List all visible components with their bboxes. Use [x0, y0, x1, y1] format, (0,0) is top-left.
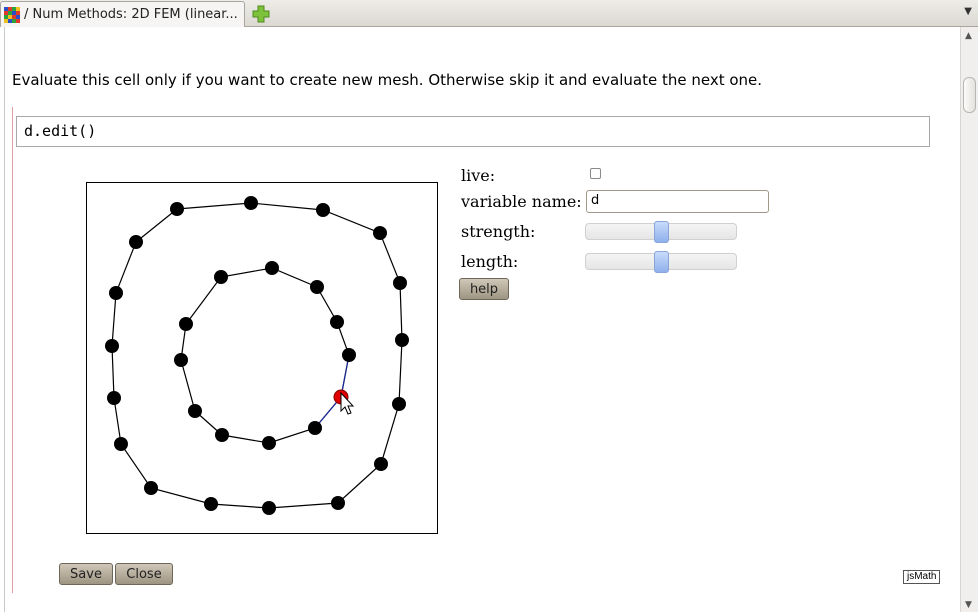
length-label: length: [461, 252, 519, 271]
length-slider[interactable] [585, 251, 737, 273]
strength-slider-thumb[interactable] [654, 221, 669, 243]
scroll-up-icon[interactable]: ▲ [965, 31, 972, 41]
chevron-down-icon[interactable]: ▼ [964, 6, 972, 17]
vertical-scrollbar[interactable]: ▲ ▼ [960, 27, 978, 612]
code-input[interactable]: d.edit() [16, 116, 930, 147]
tab-title: / Num Methods: 2D FEM (linear... [24, 7, 238, 22]
page-border [4, 27, 5, 612]
live-checkbox[interactable] [590, 168, 601, 179]
variable-name-label: variable name: [461, 192, 582, 211]
strength-slider[interactable] [585, 221, 737, 243]
length-slider-thumb[interactable] [654, 251, 669, 273]
mesh-nodes[interactable] [105, 196, 409, 515]
help-button[interactable]: help [459, 278, 509, 300]
plus-icon[interactable] [251, 4, 271, 24]
mesh-canvas[interactable] [86, 182, 438, 534]
mesh-svg[interactable] [87, 183, 437, 533]
variable-name-input[interactable]: d [586, 190, 769, 213]
scroll-thumb[interactable] [963, 77, 976, 113]
text-cell: Evaluate this cell only if you want to c… [12, 71, 763, 89]
outer-boundary [111, 202, 403, 509]
close-button[interactable]: Close [115, 563, 173, 585]
browser-tab[interactable]: / Num Methods: 2D FEM (linear... [0, 1, 245, 27]
strength-label: strength: [461, 222, 536, 241]
cell-marker [12, 107, 13, 593]
scroll-down-icon[interactable]: ▼ [965, 600, 972, 610]
tab-bar: / Num Methods: 2D FEM (linear... ▼ [0, 0, 978, 27]
sage-favicon-icon [4, 6, 20, 23]
jsmath-badge[interactable]: jsMath [903, 570, 941, 584]
notebook-content: Evaluate this cell only if you want to c… [0, 27, 960, 612]
live-label: live: [461, 166, 496, 185]
mouse-cursor-icon [340, 391, 355, 415]
save-button[interactable]: Save [59, 563, 113, 585]
